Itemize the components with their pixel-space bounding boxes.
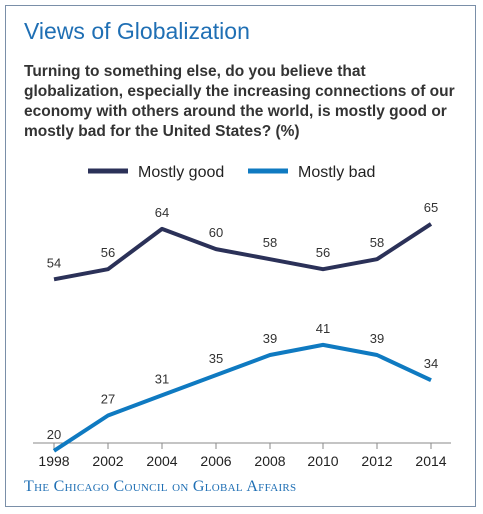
series-line-good (53, 222, 433, 282)
data-label-bad-1998: 20 (47, 427, 61, 442)
x-ticks: 1998 2002 2004 2006 2008 2010 2012 2014 (38, 443, 447, 469)
x-tick-label-2012: 2012 (361, 453, 392, 469)
data-label-good-1998: 54 (47, 255, 61, 270)
chart-frame (5, 5, 476, 507)
data-label-good-2010: 56 (316, 245, 330, 260)
data-label-good-2012: 58 (370, 235, 384, 250)
x-tick-label-1998: 1998 (38, 453, 69, 469)
data-label-bad-2012: 39 (370, 331, 384, 346)
chart-title: Views of Globalization (24, 18, 250, 44)
legend: Mostly good Mostly bad (88, 164, 375, 181)
data-label-bad-2008: 39 (263, 331, 277, 346)
data-label-good-2004: 64 (155, 205, 169, 220)
legend-label-good: Mostly good (138, 164, 224, 181)
x-tick-label-2002: 2002 (92, 453, 123, 469)
x-tick-label-2004: 2004 (146, 453, 177, 469)
data-label-bad-2002: 27 (101, 392, 115, 407)
x-tick-label-2010: 2010 (307, 453, 338, 469)
data-label-bad-2014: 34 (424, 356, 438, 371)
data-label-bad-2004: 31 (155, 371, 169, 386)
series-group: 54 56 64 60 58 56 58 65 20 27 31 35 39 41 39 34 (47, 200, 438, 453)
source-footer: The Chicago Council on Global Affairs (24, 478, 297, 495)
data-label-bad-2010: 41 (316, 321, 330, 336)
data-label-good-2014: 65 (424, 200, 438, 215)
data-label-good-2006: 60 (209, 225, 223, 240)
data-label-good-2002: 56 (101, 245, 115, 260)
legend-label-bad: Mostly bad (298, 164, 375, 181)
data-label-good-2008: 58 (263, 235, 277, 250)
data-label-bad-2006: 35 (209, 351, 223, 366)
survey-question: Turning to something else, do you believ… (24, 63, 455, 140)
x-tick-label-2014: 2014 (415, 453, 446, 469)
x-tick-label-2006: 2006 (200, 453, 231, 469)
series-line-bad (52, 342, 432, 453)
x-tick-label-2008: 2008 (254, 453, 285, 469)
